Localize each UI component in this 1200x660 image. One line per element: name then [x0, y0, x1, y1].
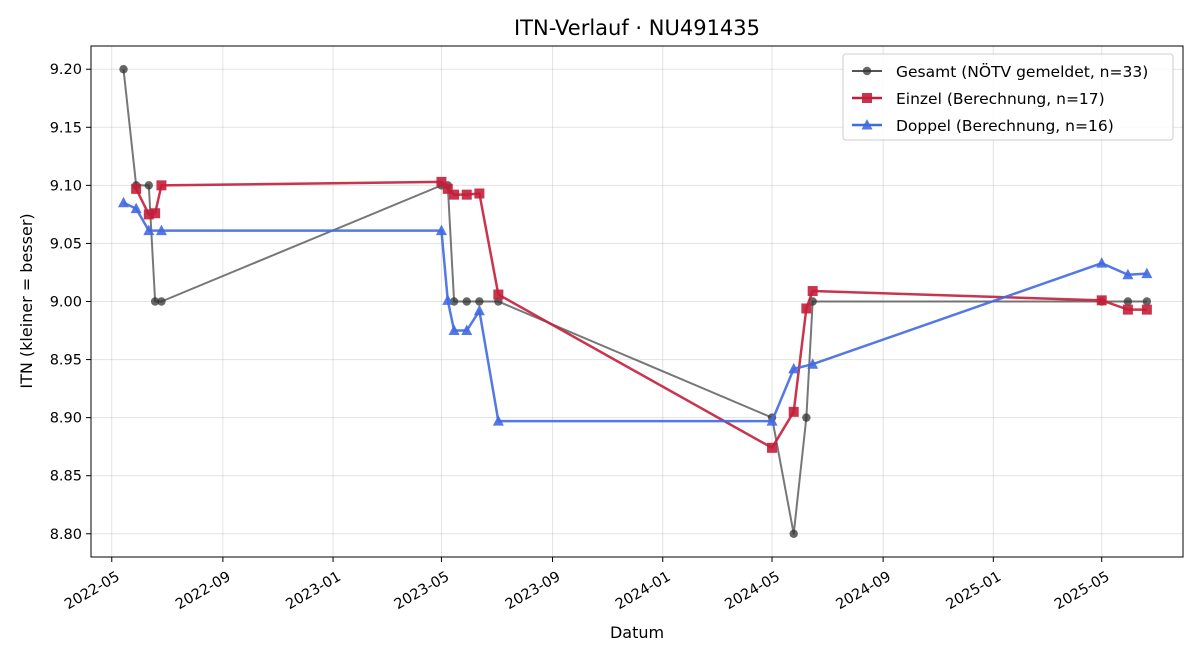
legend-marker — [862, 66, 872, 76]
y-axis: 8.80 8.85 8.90 8.95 9.00 9.05 9.10 9.15 9.20 — [50, 62, 91, 543]
series-line — [135, 180, 1147, 450]
data-point — [150, 297, 160, 306]
data-point — [143, 209, 154, 220]
data-point — [1096, 295, 1107, 306]
x-tick-label: 2022-05 — [62, 569, 122, 613]
data-point — [473, 304, 485, 316]
data-point — [461, 189, 472, 200]
data-point — [1141, 304, 1152, 315]
data-point — [150, 208, 161, 219]
y-tick-label: 8.80 — [50, 527, 82, 543]
y-tick-label: 9.20 — [50, 62, 82, 78]
y-tick-label: 8.90 — [50, 411, 82, 427]
x-tick-label: 2023-09 — [503, 569, 563, 613]
data-point — [157, 297, 166, 306]
data-point — [449, 189, 460, 200]
data-point — [461, 324, 473, 336]
data-point — [143, 224, 155, 236]
series-line — [122, 69, 1147, 535]
data-point — [118, 196, 130, 208]
x-tick-label: 2022-09 — [173, 569, 233, 613]
series-square — [131, 176, 1152, 453]
series-line — [122, 201, 1147, 423]
data-point — [435, 224, 447, 236]
data-point — [767, 442, 778, 453]
x-axis-label: Datum — [610, 623, 664, 642]
x-tick-label: 2023-05 — [392, 569, 452, 613]
data-point — [130, 202, 142, 214]
data-point — [1142, 297, 1152, 306]
data-point — [1141, 267, 1153, 279]
legend-box — [842, 53, 1174, 141]
data-point — [119, 65, 128, 74]
data-point — [156, 180, 167, 191]
data-point — [1123, 297, 1133, 306]
data-point — [802, 413, 811, 422]
x-tick-label: 2024-09 — [833, 569, 893, 613]
y-tick-label: 9.05 — [50, 236, 82, 252]
y-tick-label: 9.10 — [50, 178, 82, 194]
data-point — [807, 358, 819, 369]
data-point — [436, 176, 447, 187]
legend-marker — [861, 119, 873, 130]
legend-marker — [862, 93, 872, 103]
y-tick-label: 8.95 — [50, 353, 82, 369]
x-tick-label: 2025-05 — [1052, 569, 1112, 613]
y-axis-label: ITN (kleiner = besser) — [17, 213, 36, 388]
data-point — [462, 297, 471, 306]
y-tick-label: 9.15 — [50, 120, 82, 136]
data-point — [492, 415, 504, 426]
data-point — [789, 529, 798, 538]
data-point — [155, 224, 167, 236]
x-tick-label: 2024-05 — [722, 569, 782, 613]
legend-label: Doppel (Berechnung, n=16) — [896, 117, 1114, 135]
data-point — [1122, 304, 1133, 315]
data-point — [1122, 268, 1134, 280]
x-axis: 2022-05 2022-09 2023-01 2023-05 2023-09 2024-… — [62, 557, 1113, 613]
data-point — [493, 289, 504, 300]
data-point — [448, 324, 460, 336]
series-triangle — [118, 196, 1153, 426]
y-tick-label: 8.85 — [50, 469, 82, 485]
data-point — [788, 362, 800, 374]
chart-title: ITN-Verlauf · NU491435 — [514, 16, 760, 40]
data-point — [801, 303, 812, 314]
legend-label: Gesamt (NÖTV gemeldet, n=33) — [896, 62, 1148, 81]
series-layer — [118, 65, 1153, 538]
data-point — [442, 183, 453, 194]
data-point — [766, 415, 778, 426]
data-point — [788, 406, 799, 417]
data-point — [1096, 257, 1108, 268]
y-tick-label: 9.00 — [50, 295, 82, 311]
data-point — [807, 286, 818, 297]
data-point — [475, 297, 484, 306]
legend-label: Einzel (Berechnung, n=17) — [896, 90, 1105, 108]
data-point — [131, 183, 142, 194]
x-tick-label: 2023-01 — [283, 569, 343, 613]
x-tick-label: 2024-01 — [613, 569, 673, 613]
data-point — [144, 181, 154, 190]
x-tick-label: 2025-01 — [944, 569, 1004, 613]
data-point — [442, 294, 454, 305]
data-point — [474, 188, 485, 199]
legend: Gesamt (NÖTV gemeldet, n=33) Einzel (Bere… — [842, 53, 1174, 141]
